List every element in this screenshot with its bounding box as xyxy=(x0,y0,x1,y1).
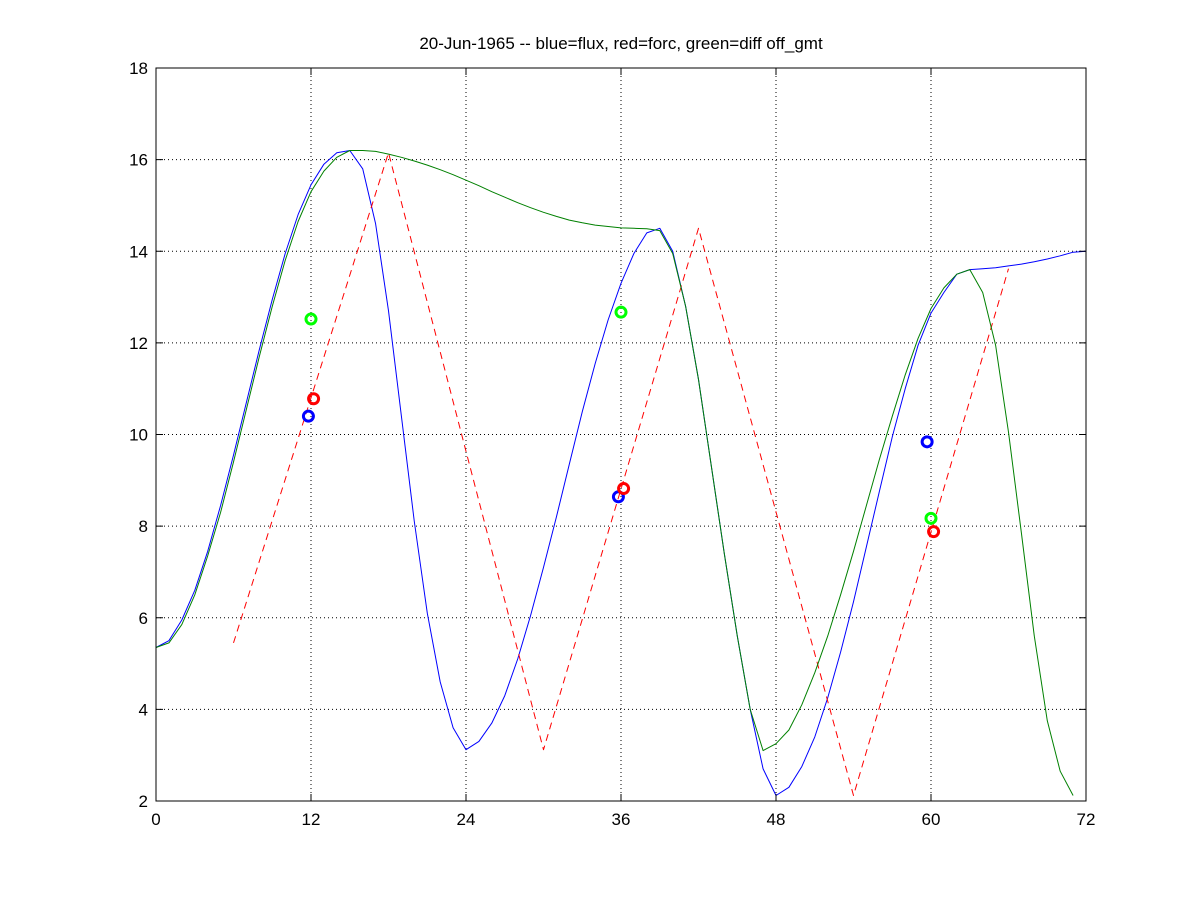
x-tick-label: 36 xyxy=(612,810,631,829)
series-line-3 xyxy=(155,150,1074,796)
x-tick-label: 24 xyxy=(457,810,476,829)
y-tick-label: 2 xyxy=(139,792,148,811)
marker-points xyxy=(301,305,941,539)
x-tick-label: 48 xyxy=(767,810,786,829)
marker-point xyxy=(304,312,318,326)
x-tick-label: 12 xyxy=(302,810,321,829)
marker-point xyxy=(617,482,631,496)
series-lines xyxy=(155,150,1087,796)
grid-lines xyxy=(156,68,1086,801)
y-tick-label: 10 xyxy=(129,426,148,445)
x-tick-label: 72 xyxy=(1077,810,1096,829)
y-tick-label: 12 xyxy=(129,334,148,353)
series-line-2 xyxy=(233,152,1009,796)
chart-title: 20-Jun-1965 -- blue=flux, red=forc, gree… xyxy=(419,34,823,53)
x-tick-label: 0 xyxy=(151,810,160,829)
y-tick-label: 8 xyxy=(139,517,148,536)
y-tick-label: 14 xyxy=(129,242,148,261)
marker-point xyxy=(301,409,315,423)
series-line-1 xyxy=(155,150,1087,796)
marker-point xyxy=(927,525,941,539)
y-tick-label: 6 xyxy=(139,609,148,628)
y-tick-label: 18 xyxy=(129,59,148,78)
marker-point xyxy=(614,305,628,319)
x-tick-label: 60 xyxy=(922,810,941,829)
y-tick-label: 4 xyxy=(139,700,148,719)
y-tick-label: 16 xyxy=(129,151,148,170)
marker-point xyxy=(307,392,321,406)
marker-point xyxy=(920,435,934,449)
marker-point xyxy=(924,511,938,525)
